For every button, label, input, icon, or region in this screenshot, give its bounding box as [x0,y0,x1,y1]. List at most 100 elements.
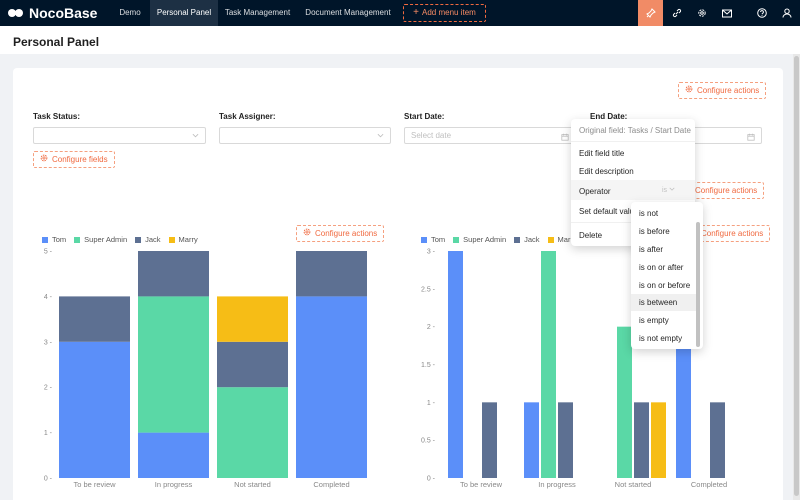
legend-item-jack[interactable]: Jack [135,235,161,244]
chart-2-bar-not-started-super-admin[interactable] [617,326,632,478]
nav-item-personal-panel[interactable]: Personal Panel [150,0,218,26]
operator-option-is-not-empty[interactable]: is not empty [639,334,683,343]
chart-2-bar-completed-tom[interactable] [676,326,691,478]
start-date-picker[interactable]: Select date [404,127,576,144]
add-menu-item-label: Add menu item [422,8,476,17]
nav-item-document-management[interactable]: Document Management [305,8,391,17]
nav-item-task-management[interactable]: Task Management [224,8,291,17]
operator-option-is-not[interactable]: is not [639,209,659,218]
legend-item-marry[interactable]: Marry [547,235,577,244]
chart-1-y-tick-label: 2 - [44,385,53,392]
pin-icon[interactable] [638,0,663,26]
legend-swatch [74,236,81,243]
chart-1-bar-in-progress-tom[interactable] [138,432,209,478]
chart-2-y-tick-label: 2.5 - [421,286,436,293]
add-menu-item-button[interactable]: + Add menu item [403,4,486,22]
chart-1-bar-to-be-review-tom[interactable] [59,341,130,478]
chart-2-bar-completed-jack[interactable] [710,402,725,478]
start-date-label: Start Date: [404,112,445,121]
chart-2-y-tick-label: 1.5 - [421,362,436,369]
page-scrollbar[interactable] [793,54,800,500]
chart-2-x-tick-label: Not started [615,480,652,489]
chart-1-bar-to-be-review-jack[interactable] [59,296,130,342]
legend-swatch [42,236,48,243]
legend-label: Tom [52,235,67,244]
operator-option-is-on-or-before[interactable]: is on or before [639,281,691,290]
chart-1-bar-in-progress-super-admin[interactable] [138,296,209,433]
calendar-icon [561,131,569,146]
page-title: Personal Panel [13,35,100,49]
chart-2-y-tick-label: 0.5 - [421,438,436,445]
link-icon[interactable] [664,0,689,26]
mail-icon[interactable] [714,0,739,26]
legend-item-jack[interactable]: Jack [514,235,540,244]
app-name: NocoBase [29,5,98,21]
legend-item-super-admin[interactable]: Super Admin [453,235,506,244]
chart-2-bar-not-started-jack[interactable] [634,402,649,478]
chart-2-bar-to-be-review-tom[interactable] [448,251,463,478]
chart-2-bar-in-progress-jack[interactable] [558,402,573,478]
chart-2-bar-not-started-marry[interactable] [651,402,666,478]
legend-item-marry[interactable]: Marry [168,235,198,244]
configure-actions-button[interactable]: Configure actions [678,82,767,99]
legend-item-super-admin[interactable]: Super Admin [74,235,127,244]
menu-item-delete[interactable]: Delete [579,231,603,240]
chart-2-y-tick-label: 0 - [427,476,436,483]
legend-swatch [168,236,175,243]
operator-option-is-empty[interactable]: is empty [639,316,669,325]
chart-2-bar-to-be-review-jack[interactable] [482,402,497,478]
menu-item-set-default-value[interactable]: Set default valu [579,207,635,216]
chart-1-legend: Tom Super Admin Jack Marry [42,235,198,244]
operator-option-is-before[interactable]: is before [639,227,670,236]
gear-icon[interactable] [689,0,714,26]
nav-item-demo[interactable]: Demo [119,8,141,17]
chart-1-x-tick-label: Not started [234,480,271,489]
chart-1-bar-not-started-marry[interactable] [217,296,288,342]
operator-options-list: is not is before is after is on or after… [631,202,703,349]
task-status-select[interactable] [33,127,206,144]
configure-actions-label: Configure actions [695,186,758,195]
gear-icon [40,152,48,167]
user-icon[interactable] [774,0,799,26]
chart-1-configure-actions-button[interactable]: Configure actions [296,225,385,242]
chart-1-x-tick-label: Completed [313,480,349,489]
help-icon[interactable] [749,0,774,26]
app-logo[interactable]: NocoBase [8,5,97,21]
chart-2-y-tick-label: 1 - [427,400,436,407]
chevron-down-icon [192,132,199,141]
submenu-scrollbar[interactable] [696,222,700,347]
legend-item-tom[interactable]: Tom [42,235,66,244]
chart-1-bar-not-started-jack[interactable] [217,341,288,388]
menu-item-operator-row[interactable] [571,180,695,200]
configure-fields-button[interactable]: Configure fields [33,151,115,168]
chevron-down-icon [669,187,675,191]
operator-option-is-on-or-after[interactable]: is on or after [639,263,684,272]
menu-divider [571,141,695,142]
chart-2-bar-in-progress-tom[interactable] [524,402,539,478]
operator-option-is-between[interactable]: is between [631,294,697,311]
legend-item-tom[interactable]: Tom [421,235,445,244]
chart-1-bar-in-progress-jack[interactable] [138,251,209,297]
top-bar: NocoBase Demo Personal Panel Task Manage… [0,0,800,26]
legend-label: Super Admin [84,235,128,244]
legend-label: Jack [524,235,540,244]
chart-1-bar-completed-jack[interactable] [296,251,367,297]
chart-2: 0 - 0.5 - 1 - 1.5 - 2 - 2.5 - 3 - To be review I… [421,249,727,490]
chart-1-x-tick-label: In progress [155,480,193,489]
operator-option-is-after[interactable]: is after [639,245,664,254]
chart-1-y-tick-label: 1 - [44,430,53,437]
menu-item-edit-description[interactable]: Edit description [579,167,634,176]
chart-1-x-tick-label: To be review [73,480,116,489]
configure-actions-label: Configure actions [701,229,764,238]
legend-label: Super Admin [463,235,507,244]
chart-2-bar-in-progress-super-admin[interactable] [541,251,556,478]
chart-1-bar-completed-tom[interactable] [296,296,367,478]
task-assigner-select[interactable] [219,127,391,144]
chart-1-y-tick-label: 5 - [44,249,53,256]
task-status-label: Task Status: [33,112,80,121]
chart-1-bar-not-started-super-admin[interactable] [217,387,288,478]
legend-label: Marry [178,235,198,244]
menu-item-edit-field-title[interactable]: Edit field title [579,149,625,158]
operator-value: is [662,186,675,194]
menu-item-operator[interactable]: Operator [579,187,611,196]
